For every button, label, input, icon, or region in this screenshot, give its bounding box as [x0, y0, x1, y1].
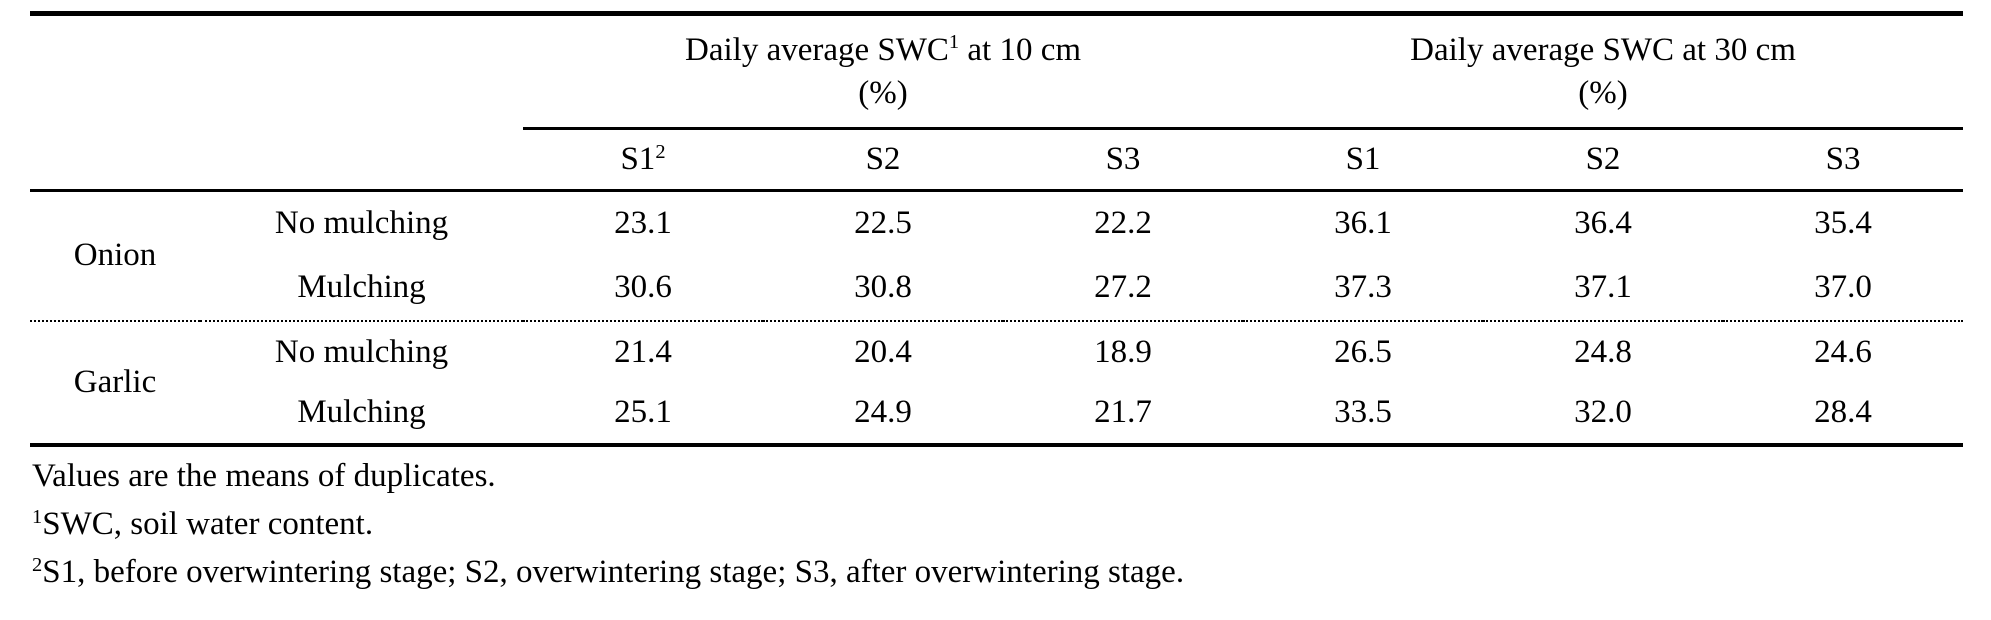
swc-table: Daily average SWC1 at 10 cm (%) Daily av…: [30, 11, 1964, 447]
table-row-onion-no-mulching: Onion No mulching 23.1 22.5 22.2 36.1 36…: [30, 190, 1963, 322]
treatment-label: No mulching: [274, 333, 449, 370]
crop-label-garlic: Garlic: [30, 320, 200, 447]
value-cell: 24.8: [1574, 333, 1632, 370]
value-cell: 37.1: [1483, 255, 1724, 322]
group-header-30cm-unit: (%): [1578, 74, 1628, 111]
value-cell: 20.4: [854, 333, 912, 370]
value-cell: 30.6: [523, 255, 763, 322]
value-cell: 32.0: [1483, 382, 1724, 447]
value-cell: 25.1: [523, 382, 763, 447]
group-header-10cm-unit: (%): [858, 74, 908, 111]
value-cell: 23.1: [614, 205, 672, 242]
empty-corner-cell: [30, 11, 523, 129]
value-cell: 18.9: [1094, 333, 1152, 370]
value-cell: 36.4: [1574, 205, 1632, 242]
value-cell: 26.5: [1334, 333, 1392, 370]
treatment-label: Mulching: [200, 382, 523, 447]
group-header-10cm-title: Daily average SWC1 at 10 cm: [685, 31, 1082, 68]
value-cell: 21.4: [614, 333, 672, 370]
column-header-s3-30cm: S3: [1723, 128, 1964, 192]
crop-label-onion: Onion: [30, 190, 200, 322]
value-cell: 33.5: [1243, 382, 1484, 447]
column-header-s2-10cm: S2: [763, 128, 1003, 192]
value-cell: 37.3: [1243, 255, 1484, 322]
table-footnotes: Values are the means of duplicates. 1SWC…: [32, 452, 1184, 596]
column-header-s2-30cm: S2: [1483, 128, 1724, 192]
footnote-marker-2: 2: [32, 553, 43, 576]
group-header-10cm: Daily average SWC1 at 10 cm (%): [523, 11, 1244, 130]
value-cell: 22.2: [1094, 205, 1152, 242]
value-cell: 30.8: [763, 255, 1003, 322]
footnote-marker-2: 2: [655, 140, 666, 163]
value-cell: 35.4: [1814, 205, 1872, 242]
table-row-garlic-no-mulching: Garlic No mulching 21.4 20.4 18.9 26.5 2…: [30, 320, 1963, 447]
value-cell: 22.5: [854, 205, 912, 242]
treatment-label: Mulching: [200, 255, 523, 322]
value-cell: 36.1: [1334, 205, 1392, 242]
table-row-garlic-mulching: Mulching 25.1 24.9 21.7 33.5 32.0 28.4: [30, 382, 1964, 447]
value-cell: 28.4: [1723, 382, 1964, 447]
table-row-sub-headers: S12 S2 S3 S1 S2 S3: [30, 128, 1964, 192]
value-cell: 21.7: [1003, 382, 1244, 447]
group-header-30cm-title: Daily average SWC at 30 cm: [1410, 31, 1796, 68]
table-row-onion-mulching: Mulching 30.6 30.8 27.2 37.3 37.1 37.0: [30, 255, 1964, 322]
value-cell: 24.6: [1814, 333, 1872, 370]
empty-sub-header-cell: [30, 128, 523, 192]
value-cell: 37.0: [1723, 255, 1964, 322]
group-header-30cm: Daily average SWC at 30 cm (%): [1243, 11, 1964, 130]
value-cell: 24.9: [763, 382, 1003, 447]
footnote-swc-definition: 1SWC, soil water content.: [32, 505, 374, 542]
footnote-marker-1: 1: [948, 31, 960, 54]
value-cell: 27.2: [1003, 255, 1244, 322]
column-header-s3-10cm: S3: [1003, 128, 1244, 192]
column-header-s1-30cm: S1: [1243, 128, 1484, 192]
footnote-marker-1: 1: [32, 505, 43, 528]
column-header-s1-10cm: S12: [523, 128, 763, 192]
treatment-label: No mulching: [274, 205, 449, 242]
footnote-means: Values are the means of duplicates.: [32, 458, 496, 494]
table-row-group-headers: Daily average SWC1 at 10 cm (%) Daily av…: [30, 11, 1964, 130]
footnote-stage-definitions: 2S1, before overwintering stage; S2, ove…: [32, 553, 1185, 590]
